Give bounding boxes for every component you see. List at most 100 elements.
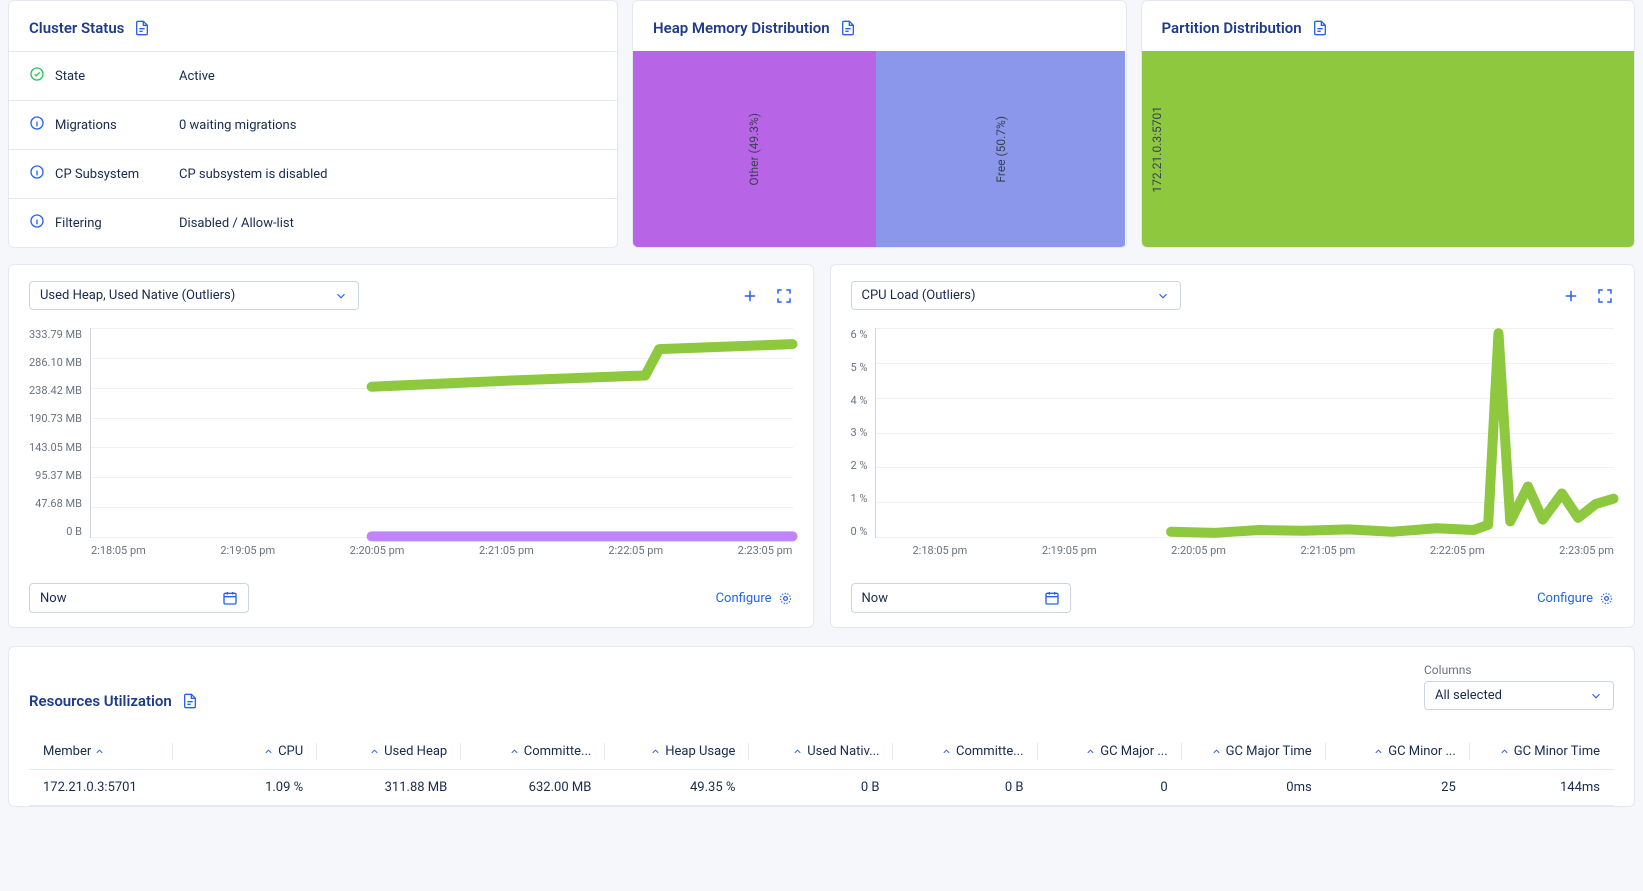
table-cell: 25 [1326, 770, 1470, 806]
status-label: CP Subsystem [29, 164, 179, 184]
cluster-status-header: Cluster Status [9, 1, 617, 51]
table-header[interactable]: GC Minor Time [1470, 734, 1614, 770]
x-tick-label: 2:23:05 pm [738, 544, 793, 557]
cpu-metric-select[interactable]: CPU Load (Outliers) [851, 281, 1181, 310]
table-header[interactable]: Heap Usage [605, 734, 749, 770]
sort-asc-icon [1499, 744, 1514, 759]
distribution-segment-label: 172.21.0.3:5701 [1150, 106, 1164, 193]
partition-distribution-card: Partition Distribution 172.21.0.3:5701 [1141, 0, 1636, 248]
x-tick-label: 2:20:05 pm [350, 544, 405, 557]
info-icon [29, 213, 45, 233]
chevron-down-icon [1589, 689, 1603, 703]
gear-icon [778, 591, 793, 606]
columns-control: Columns All selected [1424, 663, 1614, 710]
status-label: Filtering [29, 213, 179, 233]
heap-metric-select[interactable]: Used Heap, Used Native (Outliers) [29, 281, 359, 310]
heap-time-select[interactable]: Now [29, 583, 249, 613]
partition-distribution-header: Partition Distribution [1142, 1, 1635, 51]
chart-series-line [1171, 333, 1614, 533]
document-icon[interactable] [134, 20, 150, 36]
table-header[interactable]: Committe... [893, 734, 1037, 770]
table-header[interactable]: Used Nativ... [749, 734, 893, 770]
columns-label: Columns [1424, 663, 1614, 677]
y-tick-label: 47.68 MB [29, 497, 82, 510]
heap-chart-footer: Now Configure [29, 583, 793, 613]
sort-asc-icon [792, 744, 807, 759]
status-label-text: Migrations [55, 118, 117, 133]
info-icon [29, 115, 45, 135]
heap-chart-surface [90, 328, 793, 538]
cpu-chart-y-axis: 6 %5 %4 %3 %2 %1 %0 % [851, 328, 876, 538]
columns-select-value: All selected [1435, 688, 1502, 703]
plus-icon[interactable] [741, 287, 759, 305]
x-tick-label: 2:22:05 pm [1430, 544, 1485, 557]
cpu-chart-card: CPU Load (Outliers) 6 %5 %4 %3 %2 %1 %0 … [830, 264, 1636, 628]
plus-icon[interactable] [1562, 287, 1580, 305]
partition-distribution-title: Partition Distribution [1162, 19, 1302, 37]
table-cell: 144ms [1470, 770, 1614, 806]
y-tick-label: 0 % [851, 525, 868, 538]
sort-asc-icon [1373, 744, 1388, 759]
sort-asc-icon [941, 744, 956, 759]
x-tick-label: 2:18:05 pm [91, 544, 146, 557]
table-cell: 0ms [1182, 770, 1326, 806]
distribution-segment[interactable]: 172.21.0.3:5701 [1142, 51, 1635, 247]
chevron-down-icon [1156, 289, 1170, 303]
status-row: FilteringDisabled / Allow-list [9, 199, 617, 247]
document-icon[interactable] [1312, 20, 1328, 36]
resources-title: Resources Utilization [29, 692, 172, 710]
cluster-status-title: Cluster Status [29, 19, 124, 37]
document-icon[interactable] [182, 693, 198, 709]
cpu-configure-button[interactable]: Configure [1537, 591, 1614, 606]
table-header[interactable]: Used Heap [317, 734, 461, 770]
table-header[interactable]: Committe... [461, 734, 605, 770]
table-row[interactable]: 172.21.0.3:57011.09 %311.88 MB632.00 MB4… [29, 770, 1614, 806]
sort-asc-icon [509, 744, 524, 759]
document-icon[interactable] [840, 20, 856, 36]
partition-distribution-chart: 172.21.0.3:5701 [1142, 51, 1635, 247]
table-cell: 172.21.0.3:5701 [29, 770, 173, 806]
fullscreen-icon[interactable] [775, 287, 793, 305]
cpu-chart-plot: 6 %5 %4 %3 %2 %1 %0 % [851, 328, 1615, 538]
heap-configure-button[interactable]: Configure [716, 591, 793, 606]
fullscreen-icon[interactable] [1596, 287, 1614, 305]
heap-distribution-chart: Other (49.3%)Free (50.7%) [633, 51, 1126, 247]
y-tick-label: 1 % [851, 492, 868, 505]
heap-chart-actions [741, 287, 793, 305]
table-header[interactable]: GC Minor ... [1326, 734, 1470, 770]
table-header[interactable]: GC Major ... [1038, 734, 1182, 770]
table-header[interactable]: Member [29, 734, 173, 770]
table-header[interactable]: CPU [173, 734, 317, 770]
heap-time-select-label: Now [40, 591, 66, 606]
cpu-chart-x-axis: 2:18:05 pm2:19:05 pm2:20:05 pm2:21:05 pm… [851, 544, 1615, 557]
table-header[interactable]: GC Major Time [1182, 734, 1326, 770]
y-tick-label: 143.05 MB [29, 441, 82, 454]
y-tick-label: 0 B [29, 525, 82, 538]
heap-chart-y-axis: 333.79 MB286.10 MB238.42 MB190.73 MB143.… [29, 328, 90, 538]
heap-distribution-title: Heap Memory Distribution [653, 19, 830, 37]
sort-asc-icon [1085, 744, 1100, 759]
distribution-segment[interactable]: Other (49.3%) [633, 51, 876, 247]
status-value: Disabled / Allow-list [179, 216, 294, 231]
columns-select[interactable]: All selected [1424, 681, 1614, 710]
x-tick-label: 2:19:05 pm [220, 544, 275, 557]
cpu-time-select[interactable]: Now [851, 583, 1071, 613]
x-tick-label: 2:21:05 pm [479, 544, 534, 557]
sort-asc-icon [650, 744, 665, 759]
x-tick-label: 2:18:05 pm [913, 544, 968, 557]
status-label-text: State [55, 69, 85, 84]
heap-chart-toolbar: Used Heap, Used Native (Outliers) [29, 281, 793, 310]
calendar-icon [222, 590, 238, 606]
heap-chart-plot: 333.79 MB286.10 MB238.42 MB190.73 MB143.… [29, 328, 793, 538]
heap-configure-label: Configure [716, 591, 772, 606]
cpu-metric-select-label: CPU Load (Outliers) [862, 288, 976, 303]
table-cell: 632.00 MB [461, 770, 605, 806]
status-row: CP SubsystemCP subsystem is disabled [9, 150, 617, 199]
heap-chart-card: Used Heap, Used Native (Outliers) 333.79… [8, 264, 814, 628]
y-tick-label: 2 % [851, 459, 868, 472]
check-circle-icon [29, 66, 45, 86]
info-icon [29, 164, 45, 184]
y-tick-label: 95.37 MB [29, 469, 82, 482]
distribution-segment[interactable]: Free (50.7%) [876, 51, 1126, 247]
resources-card: Resources Utilization Columns All select… [8, 646, 1635, 807]
